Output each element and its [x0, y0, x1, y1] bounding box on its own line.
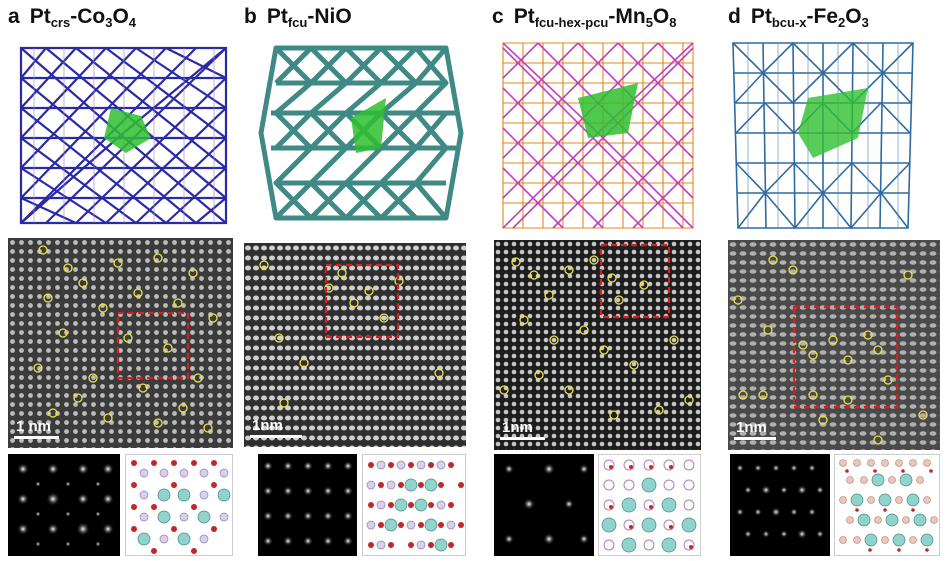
- panel-d-structure: [732, 41, 914, 230]
- panel-b-structure: [258, 45, 464, 221]
- panel-d-stem-image: 1nm: [728, 240, 940, 450]
- panel-c: c Ptfcu-hex-pcu-Mn5O8 1nm: [492, 0, 707, 561]
- panel-a-atomic-model: [125, 454, 233, 556]
- panel-c-simulated-image: [494, 454, 594, 556]
- panel-d-scale-label: 1nm: [736, 419, 767, 436]
- panel-d: d Ptbcu-x-Fe2O3 1nm: [728, 0, 940, 561]
- panel-a-stem-image: 1 nm: [8, 238, 233, 448]
- panel-b-letter: b: [244, 5, 257, 28]
- panel-a-title: a Ptcrs-Co3O4: [8, 5, 137, 30]
- panel-a-scale-bar: [14, 436, 59, 439]
- panel-c-atomic-model: [598, 454, 701, 556]
- panel-d-simulated-image: [730, 454, 830, 556]
- panel-b-stem-image: 1nm: [244, 243, 466, 447]
- panel-a: a Ptcrs-Co3O4 1 nm: [8, 0, 233, 561]
- panel-d-title: d Ptbcu-x-Fe2O3: [728, 5, 869, 30]
- panel-d-scale-bar: [734, 437, 776, 440]
- panel-d-letter: d: [728, 5, 741, 28]
- panel-a-scale-label: 1 nm: [16, 418, 52, 435]
- panel-a-structure: [19, 46, 228, 225]
- panel-c-title: c Ptfcu-hex-pcu-Mn5O8: [492, 5, 677, 30]
- panel-b: b Ptfcu-NiO 1nm: [244, 0, 469, 561]
- panel-c-scale-label: 1nm: [502, 419, 533, 436]
- panel-b-scale-label: 1nm: [252, 417, 283, 434]
- panel-a-letter: a: [8, 5, 20, 28]
- panel-a-simulated-image: [8, 454, 120, 556]
- panel-b-simulated-image: [258, 454, 357, 556]
- panel-c-letter: c: [492, 5, 504, 28]
- panel-b-scale-bar: [250, 435, 302, 438]
- panel-d-atomic-model: [834, 454, 940, 556]
- panel-c-scale-bar: [500, 437, 545, 440]
- panel-c-stem-image: 1nm: [494, 240, 701, 450]
- panel-c-structure: [502, 42, 694, 229]
- panel-b-atomic-model: [362, 454, 466, 556]
- panel-b-title: b Ptfcu-NiO: [244, 5, 352, 30]
